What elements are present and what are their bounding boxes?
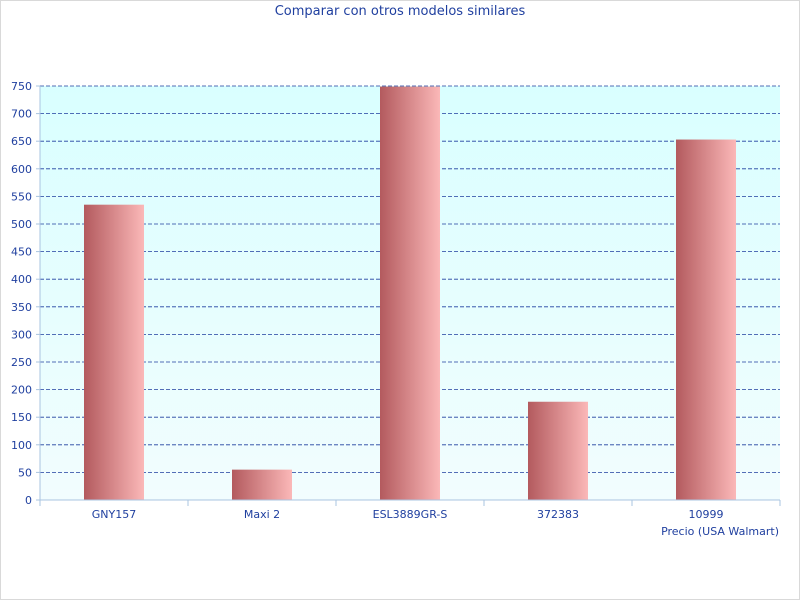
bar-10999 (676, 139, 736, 500)
chart-title: Comparar con otros modelos similares (274, 4, 526, 19)
y-tick-label: 750 (11, 80, 32, 93)
y-tick-label: 0 (25, 494, 32, 507)
y-tick-label: 450 (11, 246, 32, 259)
y-tick-label: 150 (11, 411, 32, 424)
bar-ESL3889GR-S (380, 86, 440, 500)
y-tick-label: 300 (11, 328, 32, 341)
x-axis-label: Precio (USA Walmart) (661, 525, 779, 538)
axes: 0 50 100 150 200 250 300 350 400 450 500 550 600 650 7… (11, 80, 781, 521)
x-tick-label: 372383 (537, 508, 579, 521)
y-tick-label: 700 (11, 108, 32, 121)
bar-GNY157 (84, 204, 144, 500)
y-tick-label: 200 (11, 384, 32, 397)
y-tick-label: 100 (11, 439, 32, 452)
y-tick-label: 550 (11, 190, 32, 203)
y-tick-label: 50 (18, 466, 32, 479)
y-tick-label: 650 (11, 135, 32, 148)
y-tick-label: 600 (11, 163, 32, 176)
y-tick-label: 500 (11, 218, 32, 231)
y-tick-label: 400 (11, 273, 32, 286)
bars (84, 86, 736, 500)
bar-372383 (528, 401, 588, 500)
bar-Maxi 2 (232, 469, 292, 500)
x-tick-label: 10999 (689, 508, 724, 521)
y-tick-label: 250 (11, 356, 32, 369)
y-tick-label: 350 (11, 301, 32, 314)
x-tick-label: Maxi 2 (244, 508, 280, 521)
x-tick-label: ESL3889GR-S (373, 508, 448, 521)
x-tick-label: GNY157 (92, 508, 136, 521)
